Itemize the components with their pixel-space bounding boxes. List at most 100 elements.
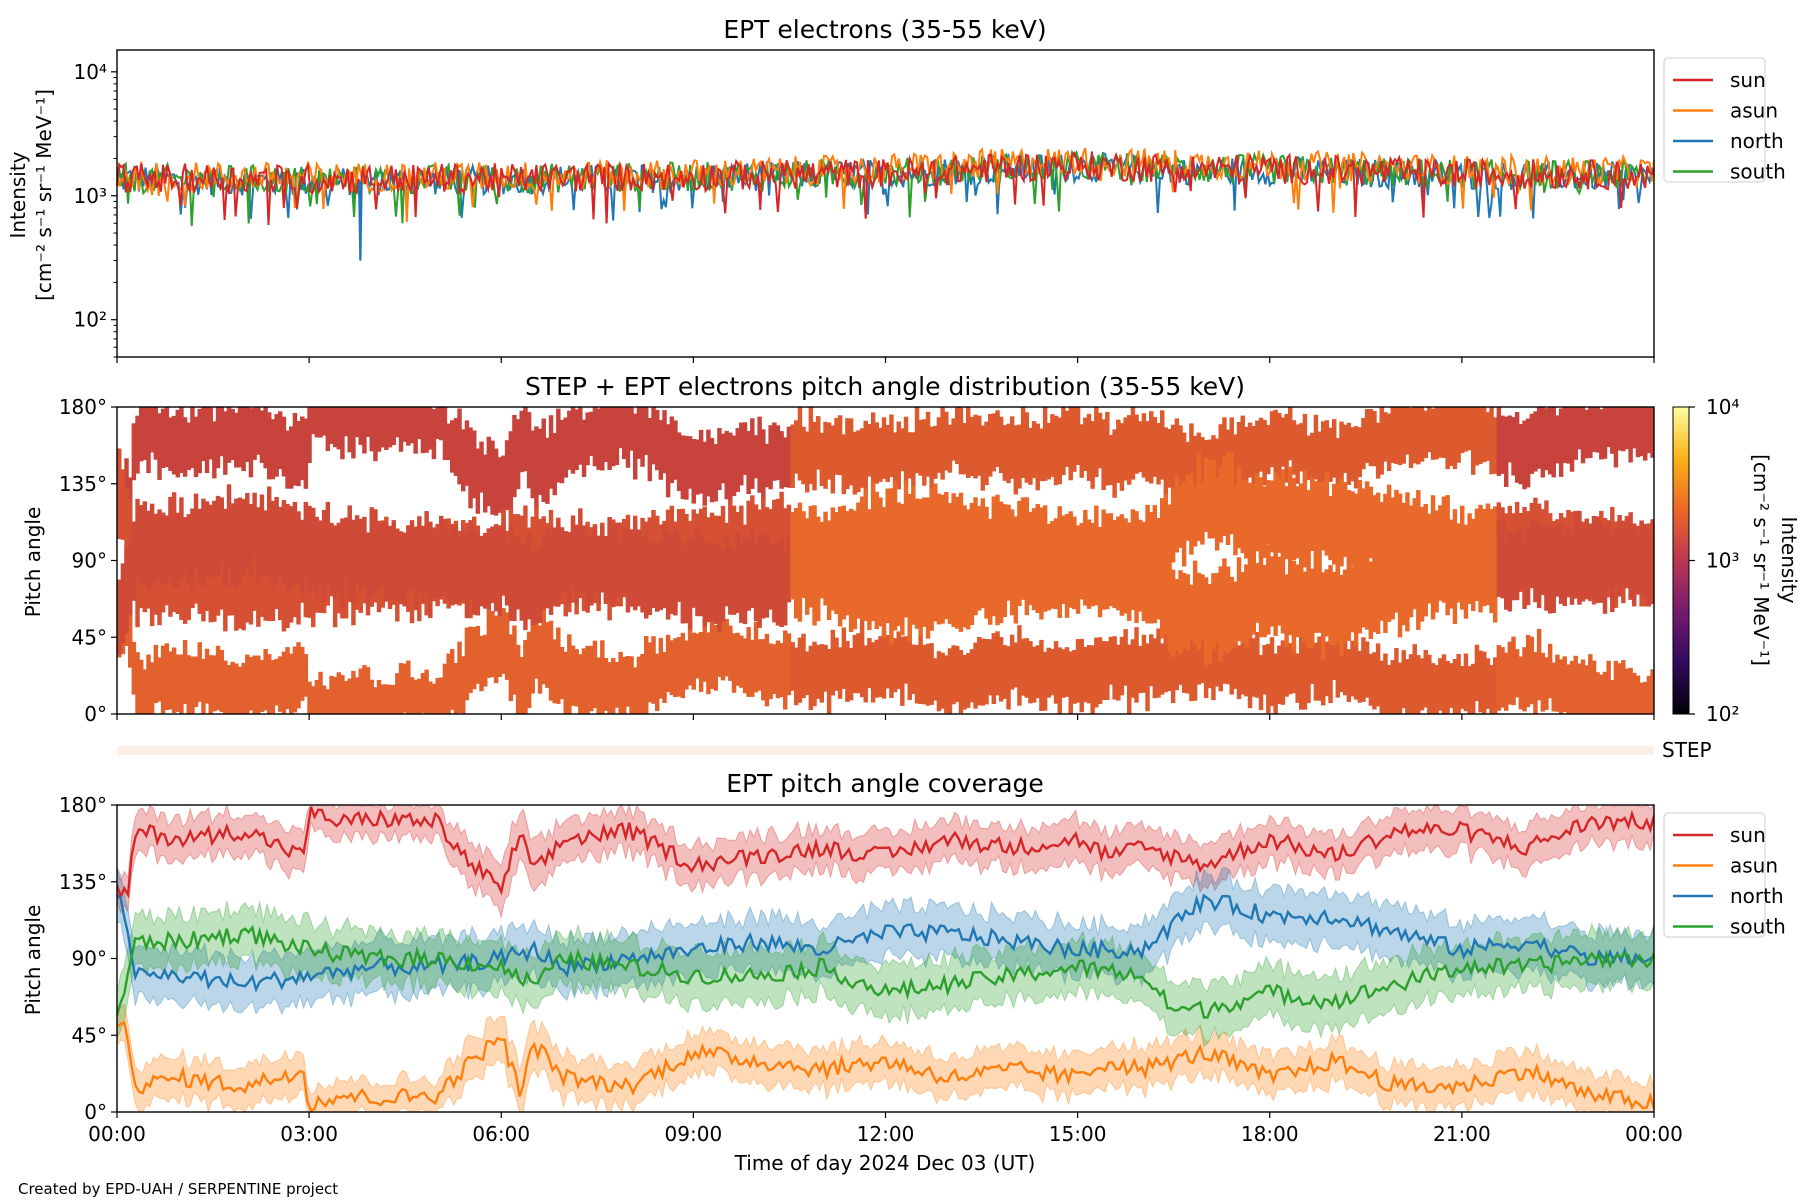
- heat-cell-sun: [914, 407, 920, 474]
- heat-cell-sun: [567, 410, 572, 470]
- heat-cell-sun: [1650, 407, 1654, 458]
- heat-cell-sun: [940, 407, 945, 480]
- heat-cell-asun: [347, 678, 352, 714]
- heat-cell-asun: [629, 656, 634, 714]
- x-tick-label: 12:00: [857, 1122, 915, 1146]
- heat-cell-asun: [552, 639, 557, 704]
- heat-cell-asun: [1504, 652, 1509, 711]
- heat-cell-sun: [223, 411, 228, 475]
- heat-cell-south: [1511, 533, 1516, 601]
- heat-cell-sun: [1200, 437, 1205, 507]
- heat-cell-north: [859, 496, 865, 583]
- heat-cell-asun: [1456, 654, 1461, 714]
- heat-cell-south: [651, 541, 656, 609]
- heat-cell-sun: [146, 407, 151, 474]
- heat-cell-asun: [135, 652, 140, 714]
- heat-cell-asun: [698, 632, 704, 692]
- heat-cell-asun: [911, 644, 916, 695]
- heat-cell-asun: [1643, 681, 1648, 714]
- heat-cell-sun: [439, 407, 444, 441]
- heat-cell-south: [1324, 569, 1330, 637]
- heat-cell-south: [1006, 539, 1011, 601]
- heat-cell-north: [940, 494, 945, 566]
- heat-cell-north: [1240, 480, 1245, 554]
- heat-cell-asun: [186, 655, 191, 714]
- heat-cell-south: [387, 526, 393, 598]
- heat-cell-sun: [1332, 419, 1337, 478]
- heat-cell-south: [175, 512, 181, 590]
- heat-cell-north: [1225, 451, 1231, 545]
- heat-cell-sun: [1130, 407, 1136, 480]
- heat-cell-sun: [859, 428, 865, 488]
- heat-cell-north: [219, 545, 224, 610]
- heat-cell-sun: [977, 415, 982, 476]
- heat-cell-south: [713, 544, 718, 624]
- heat-cell-sun: [1251, 426, 1256, 485]
- heat-cell-sun: [1500, 415, 1505, 474]
- heat-cell-asun: [479, 635, 484, 692]
- heat-cell-south: [1244, 564, 1249, 649]
- heat-cell-south: [922, 550, 927, 627]
- heat-cell-south: [826, 533, 832, 620]
- heat-cell-sun: [911, 432, 916, 487]
- heat-cell-asun: [918, 635, 923, 704]
- heat-cell-south: [289, 506, 294, 588]
- series-line-sun: [116, 151, 1655, 226]
- heat-cell-sun: [1390, 407, 1395, 463]
- heat-cell-north: [878, 497, 883, 579]
- heat-cell-asun: [402, 663, 407, 713]
- heat-cell-south: [1441, 534, 1447, 603]
- heat-cell-sun: [365, 407, 371, 437]
- heat-cell-sun: [881, 417, 887, 479]
- heat-cell-asun: [278, 656, 283, 712]
- heat-cell-sun: [289, 426, 294, 489]
- heat-cell-sun: [376, 407, 382, 452]
- heat-cell-south: [753, 544, 759, 622]
- heat-cell-south: [504, 545, 510, 606]
- heat-cell-sun: [1229, 417, 1234, 482]
- heat-cell-north: [1405, 492, 1410, 578]
- heat-cell-sun: [336, 407, 342, 450]
- heat-cell-asun: [907, 634, 912, 700]
- heat-cell-asun: [1379, 660, 1384, 714]
- heat-cell-sun: [1258, 417, 1264, 472]
- heat-cell-south: [1072, 527, 1077, 610]
- heat-cell-asun: [556, 627, 561, 704]
- heat-cell-sun: [493, 448, 499, 516]
- heat-cell-asun: [757, 639, 762, 691]
- heat-cell-north: [1152, 505, 1158, 593]
- heat-cell-south: [354, 515, 360, 583]
- heat-cell-north: [1364, 481, 1370, 564]
- heat-cell-south: [318, 520, 323, 587]
- heat-cell-asun: [1097, 637, 1103, 704]
- heat-cell-asun: [1145, 643, 1150, 712]
- heat-cell-sun: [1606, 407, 1611, 448]
- heat-cell-south: [1196, 572, 1202, 651]
- heat-cell-sun: [486, 436, 492, 507]
- heat-cell-asun: [1511, 636, 1516, 706]
- heat-cell-south: [856, 544, 861, 619]
- heat-cell-sun: [1181, 432, 1187, 493]
- heat-cell-asun: [1452, 659, 1458, 714]
- heat-cell-south: [234, 498, 239, 589]
- heat-cell-north: [259, 550, 265, 617]
- panel3-legend-label-north: north: [1730, 884, 1784, 908]
- heat-cell-asun: [354, 677, 360, 714]
- heat-cell-sun: [1262, 419, 1267, 486]
- heat-cell-sun: [1218, 424, 1223, 499]
- heat-cell-asun: [1101, 641, 1106, 700]
- heat-cell-asun: [687, 618, 693, 686]
- heat-cell-asun: [523, 639, 528, 714]
- heat-cell-south: [739, 542, 744, 623]
- heat-cell-sun: [933, 425, 938, 479]
- heat-cell-asun: [647, 642, 653, 703]
- heat-cell-sun: [373, 407, 378, 462]
- heat-cell-south: [801, 527, 806, 599]
- heat-cell-south: [1262, 565, 1267, 638]
- heat-cell-south: [1145, 547, 1150, 624]
- heat-cell-asun: [720, 620, 726, 681]
- heat-cell-north: [1192, 486, 1198, 547]
- heat-cell-asun: [270, 660, 276, 714]
- heat-cell-north: [772, 499, 777, 579]
- heat-cell-sun: [973, 414, 978, 479]
